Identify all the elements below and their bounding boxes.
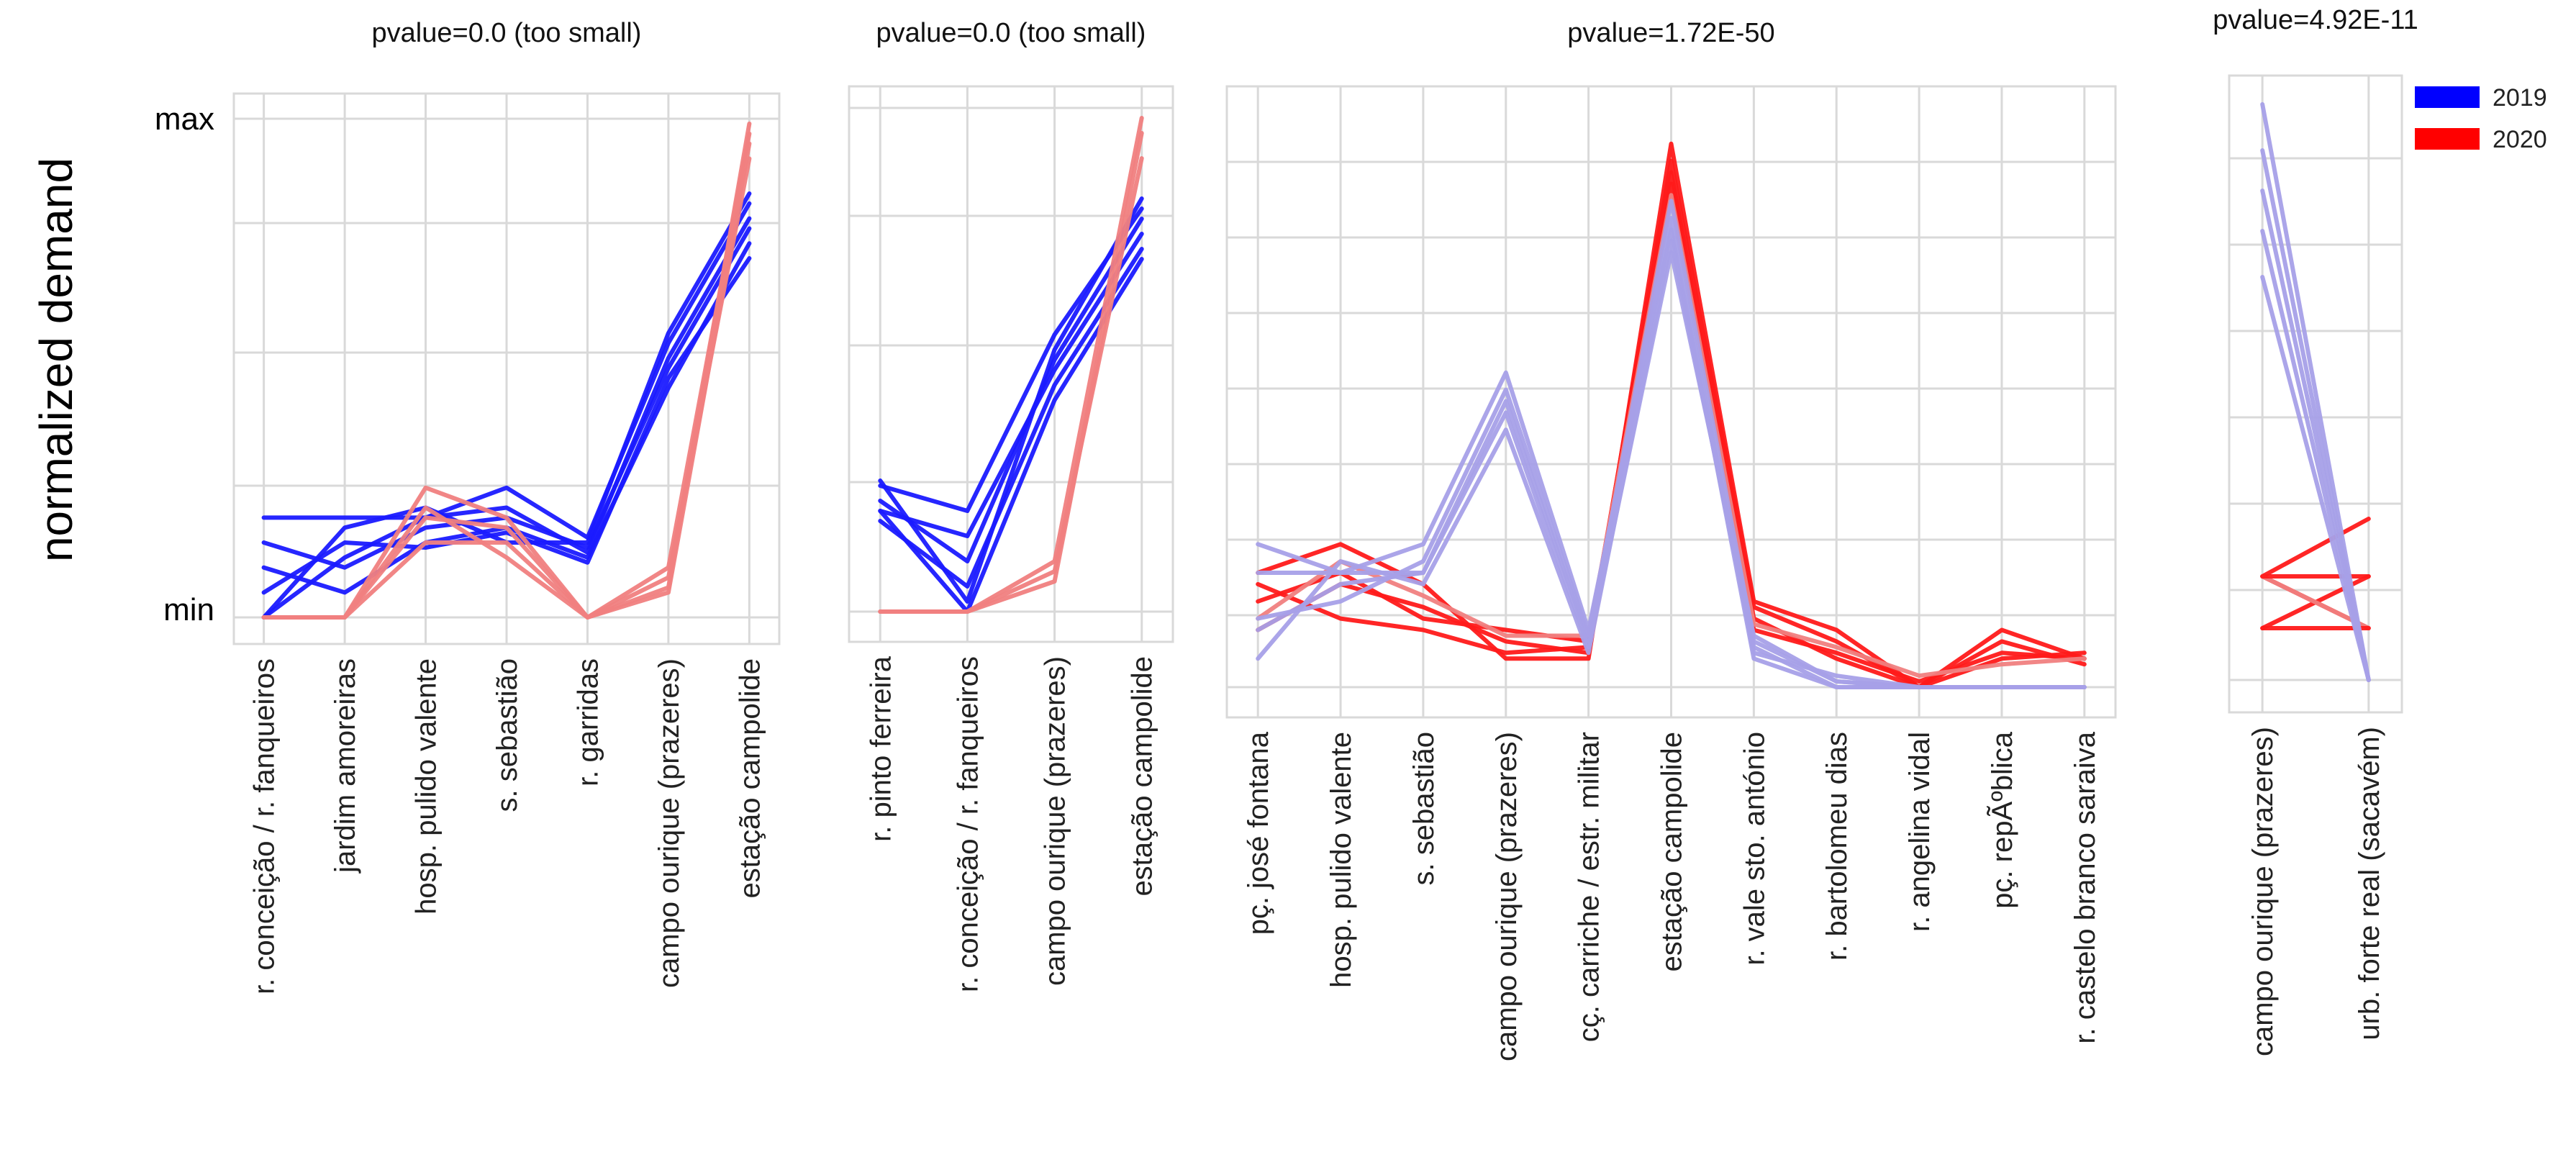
- series-line-2020: [261, 121, 752, 620]
- category-tick-label: campo ourique (prazeres): [1040, 656, 1071, 986]
- legend-swatch-2019: [2415, 86, 2480, 108]
- category-tick-label: pç. repÃºblica: [1986, 731, 2018, 909]
- category-tick-label: r. conceição / r. fanqueiros: [249, 658, 281, 994]
- series-line-2019: [2260, 275, 2371, 682]
- category-tick-label: estação campolide: [1127, 656, 1158, 897]
- series-line-2019: [878, 247, 1144, 589]
- series-line-2019: [878, 232, 1144, 538]
- chart-panel-1: pvalue=0.0 (too small) r. conceição / r. …: [232, 18, 781, 994]
- series-line-2019: [1256, 250, 2087, 689]
- chart-panel-2: pvalue=0.0 (too small) r. pinto ferreira r…: [848, 18, 1174, 992]
- category-tick-label: r. garridas: [572, 658, 604, 786]
- y-tick-max: max: [155, 101, 214, 137]
- chart-title: pvalue=4.92E-11: [2213, 5, 2418, 35]
- series-line-2019: [261, 201, 752, 540]
- category-tick-label: hosp. pulido valente: [1325, 732, 1357, 988]
- y-tick-min: min: [163, 592, 214, 627]
- series-line-2019: [878, 196, 1144, 604]
- legend: 2019 2020: [2415, 84, 2547, 153]
- series-line-2020: [878, 156, 1144, 614]
- category-tick-label: jardim amoreiras: [330, 658, 361, 874]
- category-tick-label: r. angelina vidal: [1904, 732, 1936, 932]
- category-tick-label: pç. josé fontana: [1243, 731, 1274, 935]
- category-tick-label: estação campolide: [1656, 732, 1688, 972]
- series-line-2019: [878, 217, 1144, 563]
- chart-panel-4: pvalue=4.92E-11 campo ourique (prazeres) u…: [2213, 5, 2418, 1056]
- category-tick-label: campo ourique (prazeres): [653, 658, 685, 988]
- legend-label-2020: 2020: [2493, 126, 2547, 153]
- category-tick-label: r. castelo branco saraiva: [2069, 731, 2101, 1043]
- series-line-2020: [1256, 193, 2087, 679]
- chart-title: pvalue=1.72E-50: [1567, 18, 1774, 48]
- series-line-2020: [2260, 517, 2371, 579]
- chart-title: pvalue=0.0 (too small): [876, 18, 1146, 48]
- plot-frame: [848, 85, 1174, 643]
- legend-swatch-2020: [2415, 128, 2480, 150]
- category-tick-label: cç. carriche / estr. militar: [1574, 732, 1605, 1042]
- category-tick-label: r. bartolomeu dias: [1821, 732, 1853, 961]
- category-tick-label: r. conceição / r. fanqueiros: [952, 656, 984, 992]
- chart-panels: pvalue=0.0 (too small) r. conceição / r. …: [232, 5, 2418, 1061]
- series-line-2019: [261, 216, 752, 620]
- legend-label-2019: 2019: [2493, 84, 2547, 112]
- category-tick-label: r. vale sto. antónio: [1738, 732, 1770, 966]
- category-tick-label: urb. forte real (sacavém): [2354, 727, 2385, 1040]
- chart-title: pvalue=0.0 (too small): [372, 18, 642, 48]
- category-tick-label: campo ourique (prazeres): [1491, 732, 1523, 1061]
- chart-panel-3: pvalue=1.72E-50 pç. josé fontana hosp. pul…: [1225, 18, 2117, 1061]
- series-line-2019: [261, 256, 752, 595]
- category-tick-label: hosp. pulido valente: [411, 658, 443, 915]
- category-tick-label: campo ourique (prazeres): [2247, 727, 2279, 1056]
- category-tick-label: s. sebastião: [491, 658, 523, 812]
- category-tick-label: s. sebastião: [1408, 732, 1440, 885]
- category-tick-label: r. pinto ferreira: [865, 656, 897, 842]
- category-tick-label: estação campolide: [734, 658, 766, 899]
